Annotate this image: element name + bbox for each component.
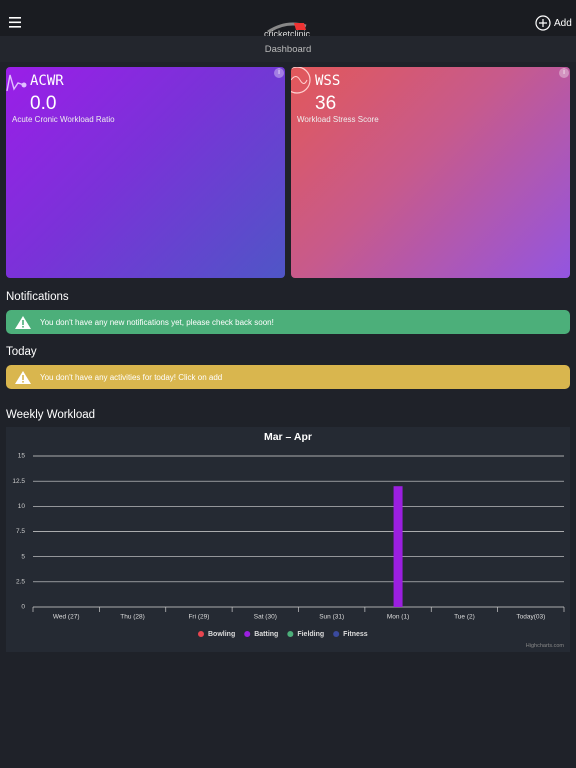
logo-text: cricketclinic: [264, 29, 311, 36]
card-value: 0.0: [30, 93, 57, 114]
acwr-card[interactable]: ACWR 0.0 Acute Cronic Workload Ratio i: [6, 67, 285, 278]
y-tick-label: 15: [18, 453, 26, 460]
card-icon: [291, 67, 311, 94]
card-description: Acute Cronic Workload Ratio: [12, 115, 115, 124]
legend-marker: [333, 631, 340, 637]
legend-marker: [287, 631, 294, 637]
add-label: Add: [554, 18, 572, 29]
legend-label[interactable]: Batting: [254, 631, 278, 638]
notification-banner: You don't have any new notifications yet…: [6, 310, 570, 334]
y-tick-label: 0: [21, 604, 25, 611]
chart-credit: Highcharts.com: [526, 643, 565, 649]
card-name: ACWR: [30, 73, 64, 89]
card-value: 36: [315, 93, 337, 114]
info-icon[interactable]: i: [274, 68, 284, 78]
legend-label[interactable]: Fielding: [297, 631, 324, 638]
warning-icon: [15, 316, 31, 329]
x-tick-label: Thu (28): [120, 614, 145, 621]
y-tick-label: 12.5: [12, 478, 25, 485]
logo: cricketclinic: [262, 22, 318, 36]
y-tick-label: 2.5: [16, 579, 25, 586]
x-tick-label: Wed (27): [53, 614, 80, 621]
x-tick-label: Mon (1): [387, 614, 409, 621]
section-heading: Weekly Workload: [6, 409, 96, 421]
chart-title: Mar – Apr: [264, 431, 312, 443]
x-tick-label: Tue (2): [454, 614, 475, 621]
section-heading: Notifications: [6, 291, 69, 303]
sub-header: Dashboard: [0, 36, 576, 62]
warning-icon: [15, 371, 31, 384]
y-tick-label: 10: [18, 503, 26, 510]
card-icon: [6, 74, 27, 92]
page-title: Dashboard: [264, 44, 312, 55]
add-icon: [535, 15, 551, 31]
logo-mark: [267, 22, 307, 32]
menu-icon[interactable]: [9, 17, 22, 28]
y-tick-label: 7.5: [16, 528, 25, 535]
section-heading: Today: [6, 346, 37, 358]
wss-card[interactable]: WSS 36 Workload Stress Score i: [291, 67, 570, 278]
banner-text: You don't have any new notifications yet…: [40, 318, 274, 327]
card-description: Workload Stress Score: [297, 115, 379, 124]
x-tick-label: Sun (31): [319, 614, 344, 621]
chart-background: [6, 427, 570, 652]
bar: [393, 486, 403, 607]
info-icon[interactable]: i: [559, 68, 569, 78]
x-tick-label: Sat (30): [254, 614, 277, 621]
legend-label[interactable]: Bowling: [208, 631, 235, 638]
legend-marker: [244, 631, 251, 637]
today-banner[interactable]: You don't have any activities for today!…: [6, 365, 570, 389]
y-tick-label: 5: [21, 553, 25, 560]
x-tick-label: Today(03): [516, 614, 545, 621]
legend-marker: [198, 631, 204, 637]
chart: Mar – Apr Highcharts.com 0 2.5 5 7.5 10 12.5 1…: [6, 427, 570, 652]
banner-text: You don't have any activities for today!…: [40, 373, 223, 382]
legend-label[interactable]: Fitness: [343, 631, 368, 638]
top-bar: cricketclinic Add: [0, 0, 576, 36]
x-tick-label: Fri (29): [188, 614, 209, 621]
card-name: WSS: [315, 73, 341, 89]
